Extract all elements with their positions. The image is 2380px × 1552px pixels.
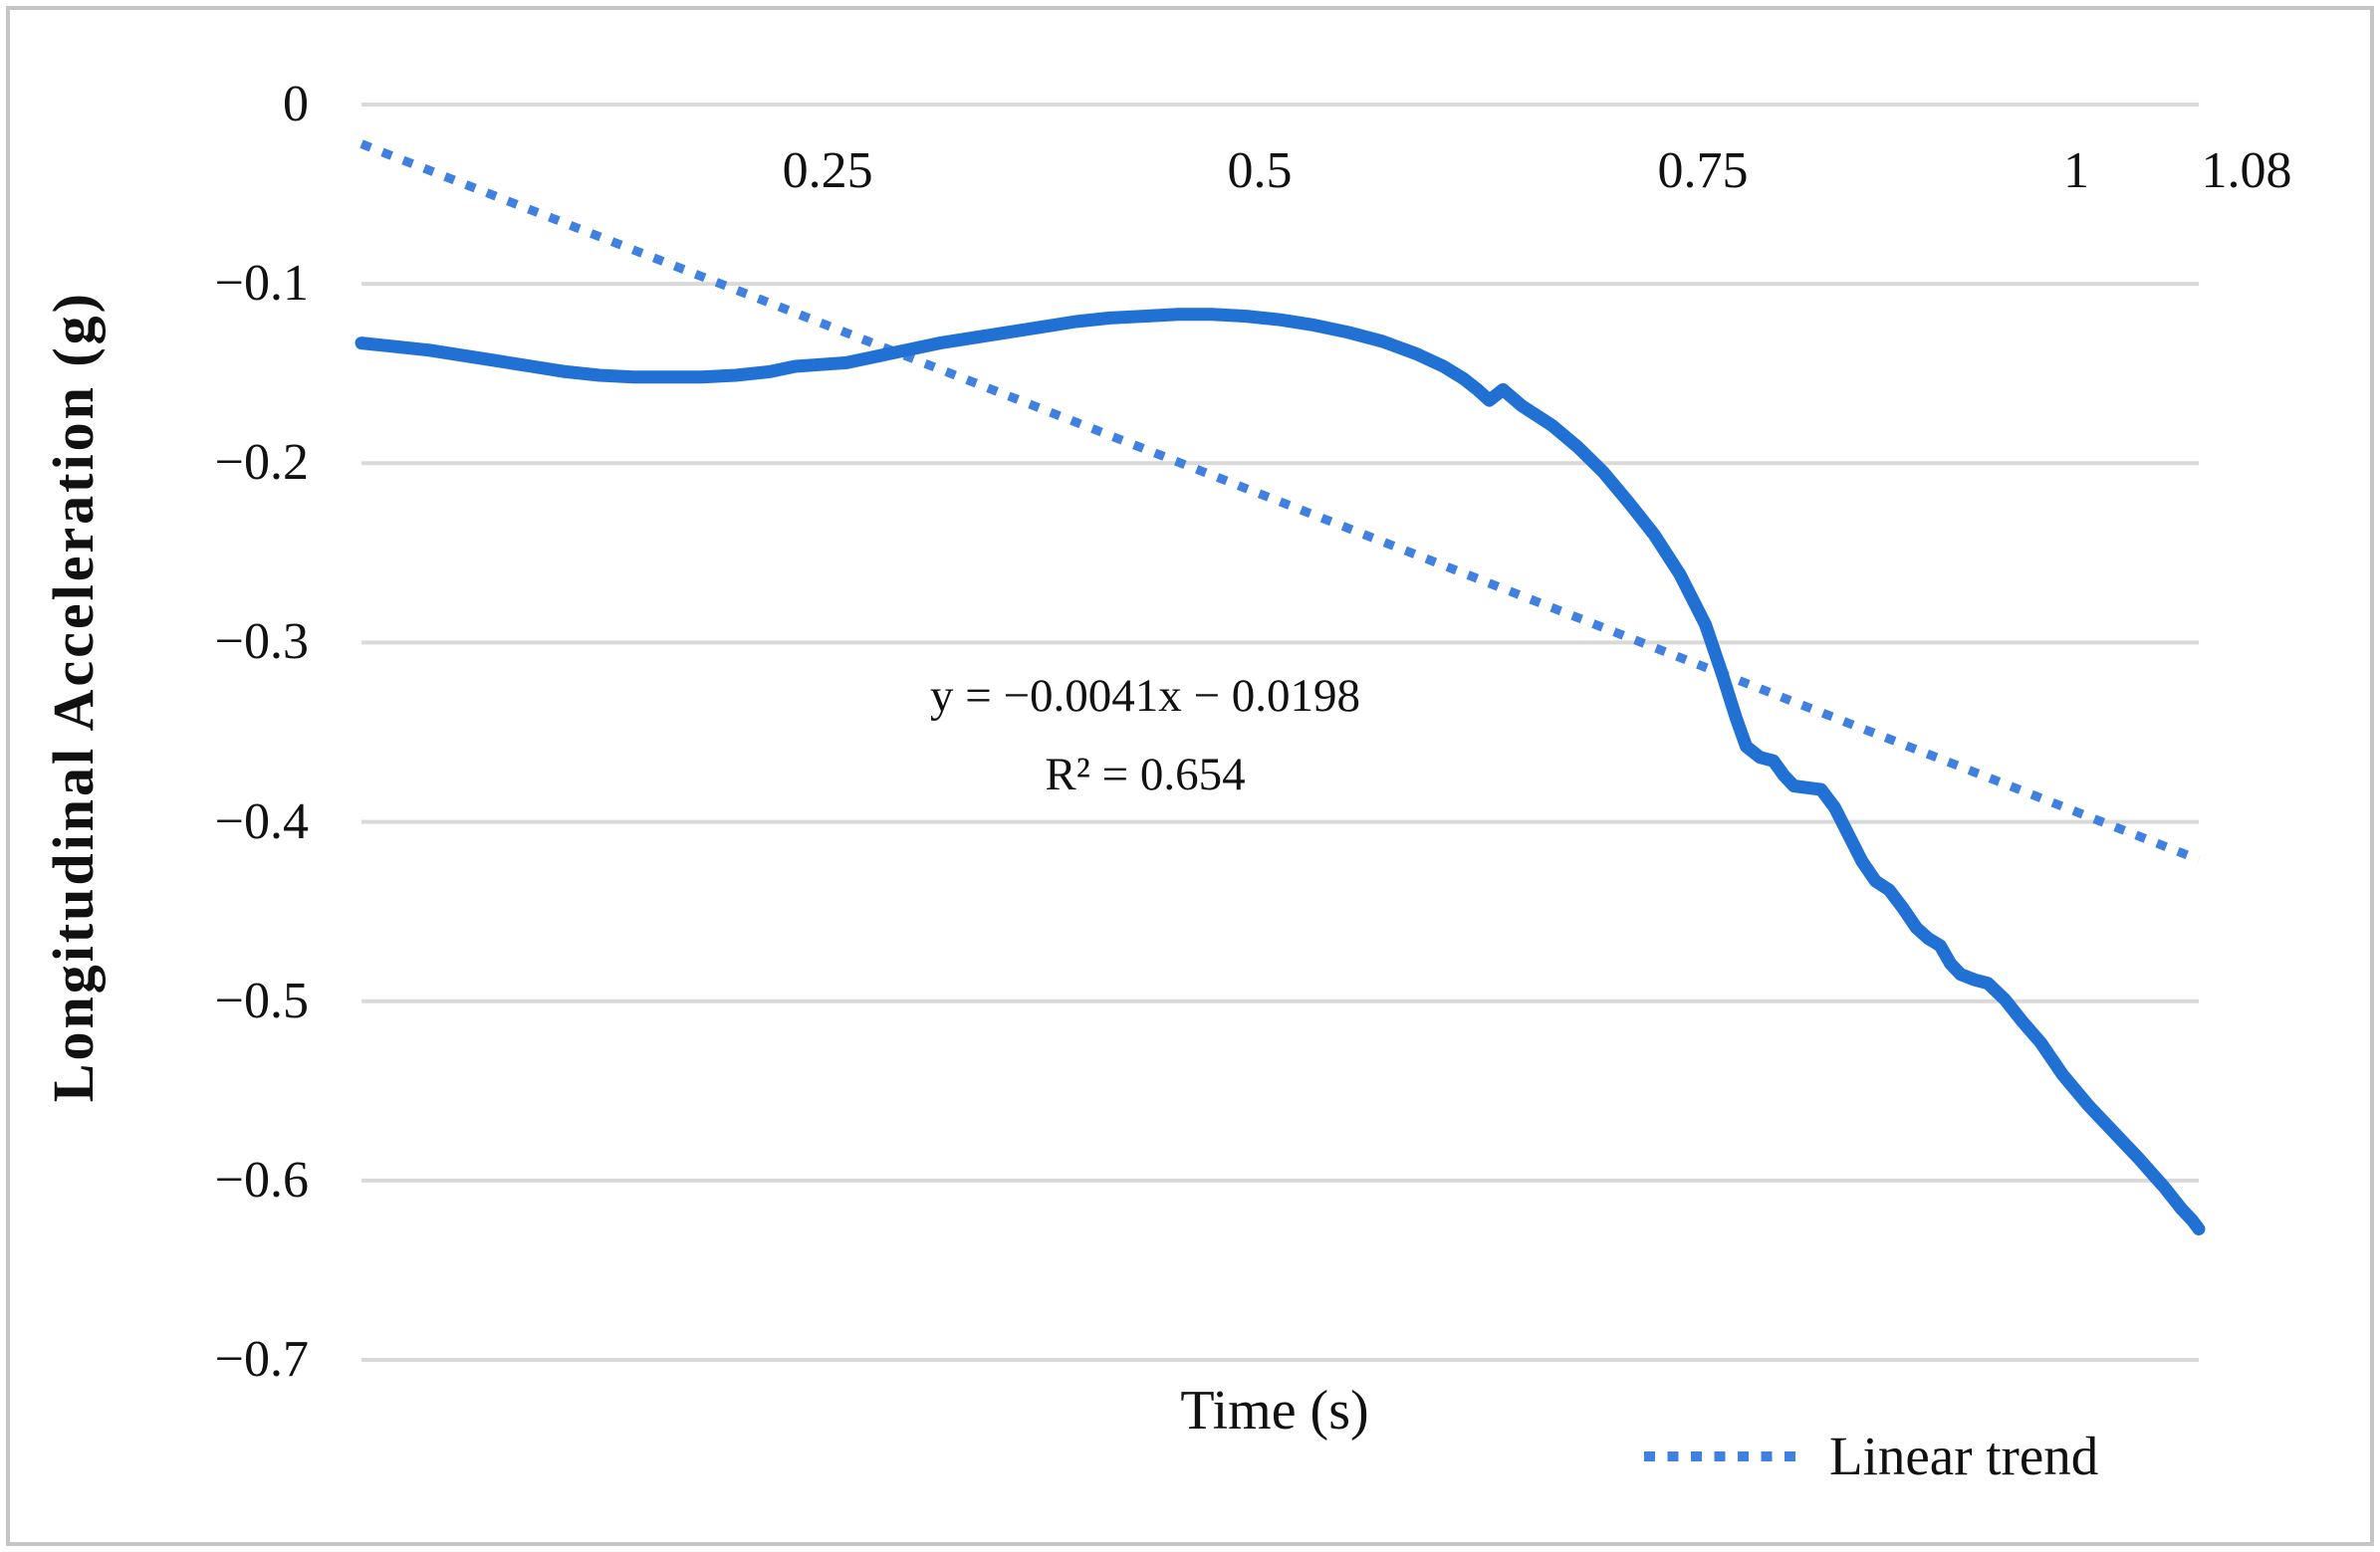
trend-equation-line: y = −0.0041x − 0.0198 [929, 670, 1361, 722]
y-axis-tick-label: −0.4 [214, 792, 309, 850]
x-axis-tick-label: 0.25 [782, 142, 873, 199]
linear-trend-line [359, 139, 2201, 864]
plot-area [355, 103, 2206, 1362]
x-axis-tick-label: 1.08 [2201, 142, 2292, 199]
acceleration-curve [355, 308, 2206, 1235]
y-axis-title-text: Longitudinal Acceleration (g) [40, 291, 106, 1103]
legend: Linear trend [1642, 1422, 2098, 1491]
legend-label: Linear trend [1829, 1426, 2099, 1486]
r-squared-line: R² = 0.654 [1045, 749, 1246, 800]
x-axis-title: Time (s) [1180, 1380, 1369, 1441]
gridlines [361, 103, 2199, 1362]
y-axis-tick-label: −0.3 [214, 613, 309, 671]
trend-equation-annotation: y = −0.0041x − 0.0198 R² = 0.654 [737, 657, 1553, 814]
y-axis-tick-label: −0.1 [214, 255, 309, 313]
y-axis-tick-label: 0 [283, 76, 309, 132]
legend-dotted-line-swatch [1644, 1451, 1797, 1461]
y-axis-title: Longitudinal Acceleration (g) [18, 179, 127, 1215]
x-axis-tick-label: 0.5 [1227, 142, 1293, 199]
x-axis-tick-label: 0.75 [1657, 142, 1749, 199]
y-axis-tick-label: −0.2 [214, 434, 309, 492]
x-axis-tick-label: 1 [2062, 142, 2089, 199]
y-axis-tick-label: −0.7 [214, 1331, 309, 1388]
y-axis-tick-label: −0.5 [214, 972, 309, 1029]
y-axis-tick-label: −0.6 [214, 1151, 309, 1209]
